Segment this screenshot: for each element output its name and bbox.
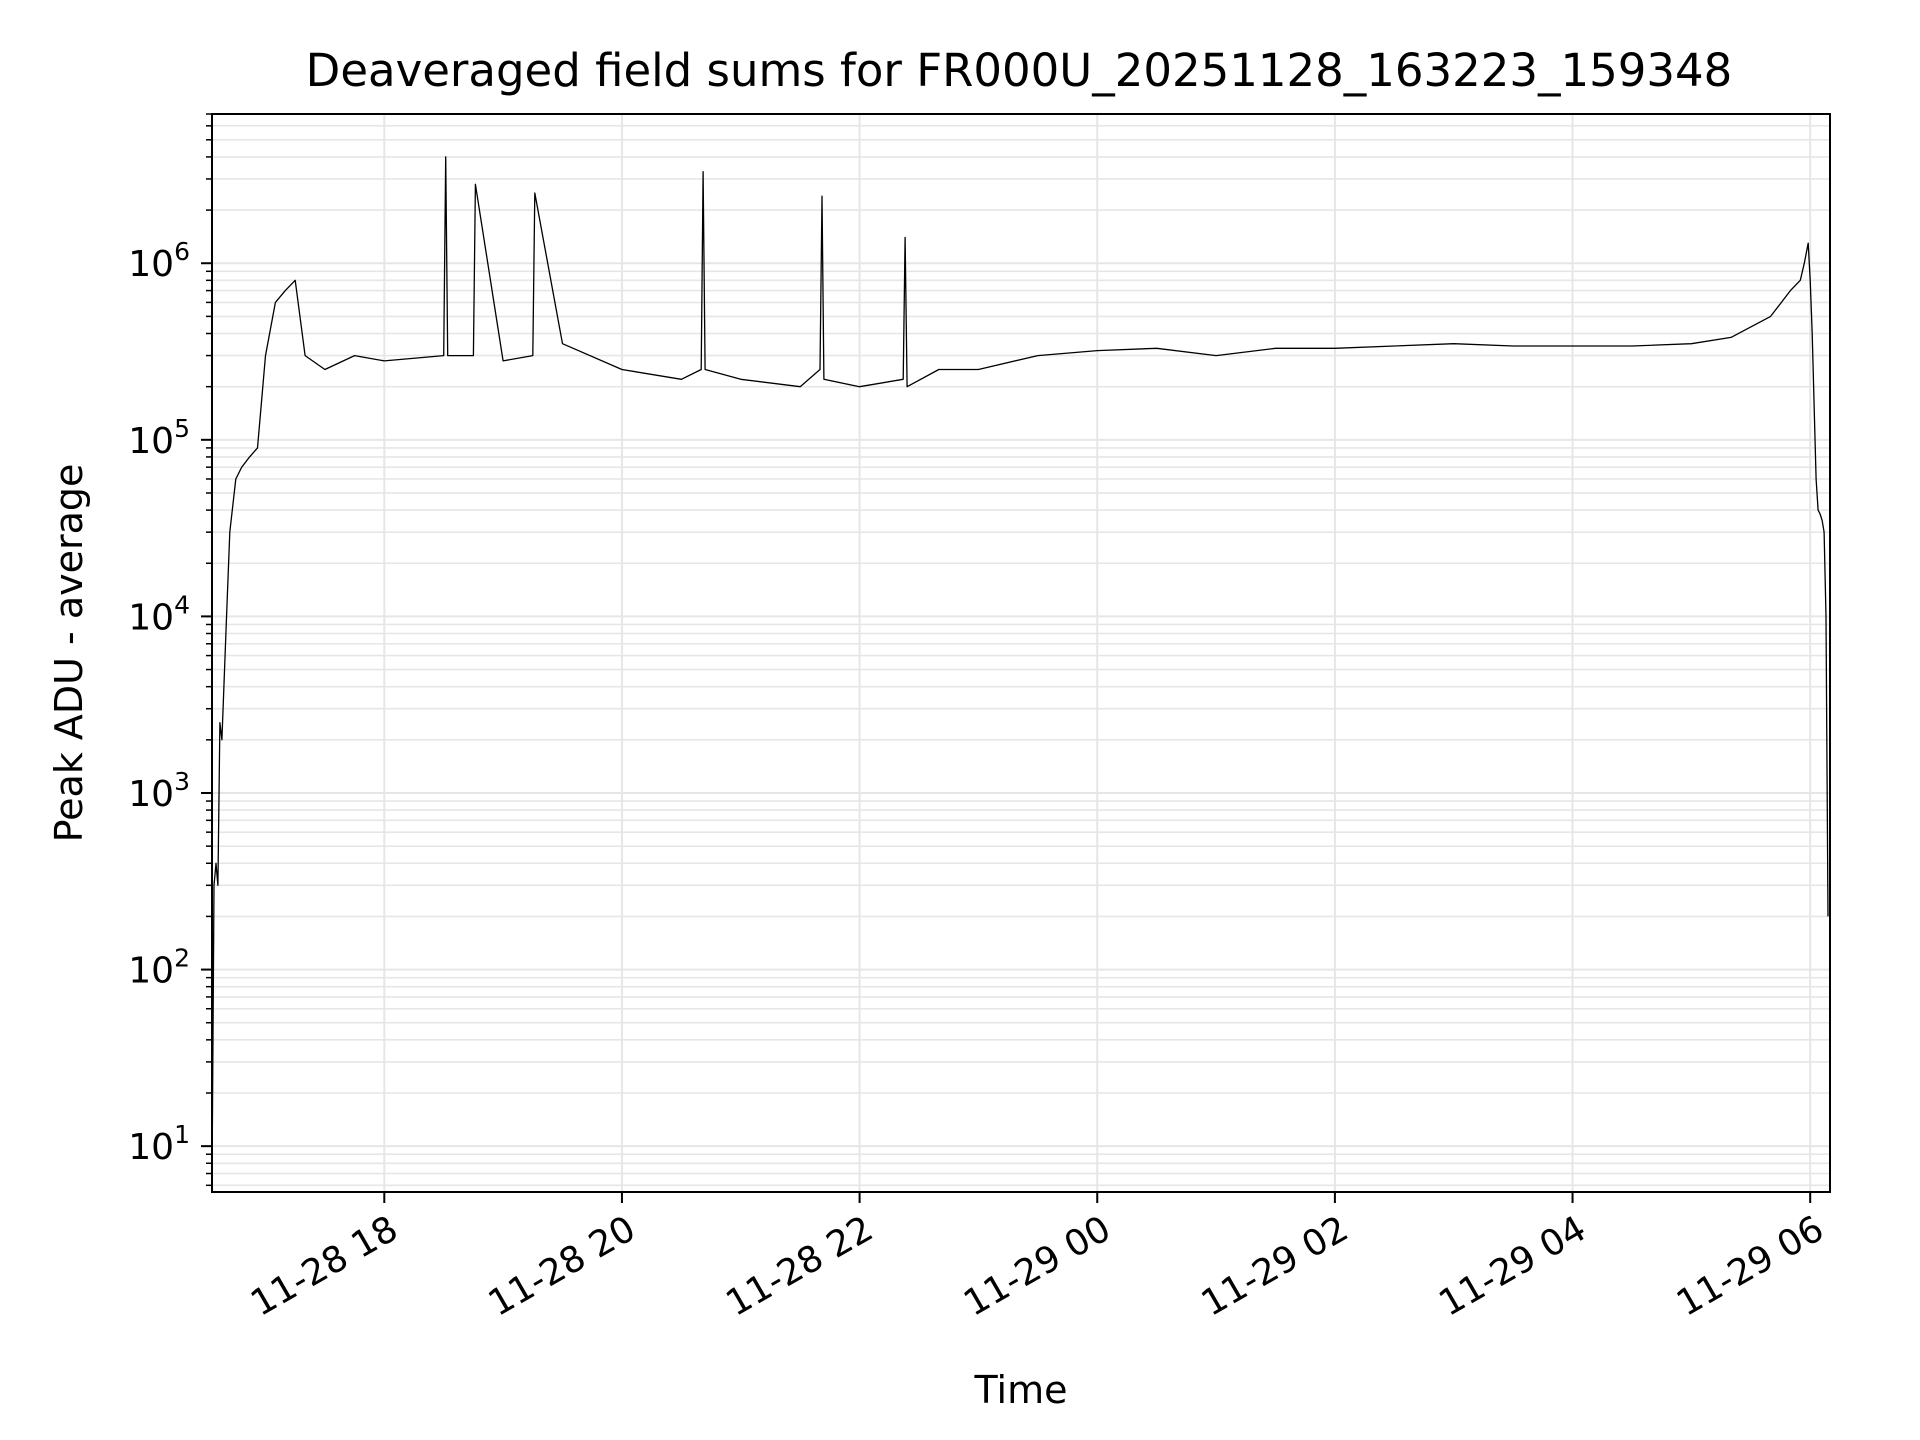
plot-background	[212, 114, 1830, 1192]
plot-area	[211, 113, 1831, 1193]
y-tick-label: 106	[128, 237, 190, 285]
y-axis-label: Peak ADU - average	[47, 464, 91, 843]
plot-frame	[211, 113, 1831, 1193]
y-tick-label: 105	[128, 414, 190, 462]
y-tick-label: 104	[128, 590, 190, 638]
x-grid	[383, 114, 1812, 1192]
y-tick-label: 103	[128, 767, 190, 815]
y-axis-ticks: 101 102 103 104 105 106	[128, 113, 212, 1187]
series-line	[211, 156, 1829, 1186]
x-axis-label: Time	[974, 1368, 1068, 1412]
y-tick-label: 101	[128, 1120, 190, 1168]
y-tick-label: 102	[128, 944, 190, 992]
y-minor-grid	[212, 113, 1830, 1187]
y-major-grid	[212, 262, 1830, 1148]
chart-title: Deaveraged field sums for FR000U_2025112…	[306, 44, 1733, 97]
